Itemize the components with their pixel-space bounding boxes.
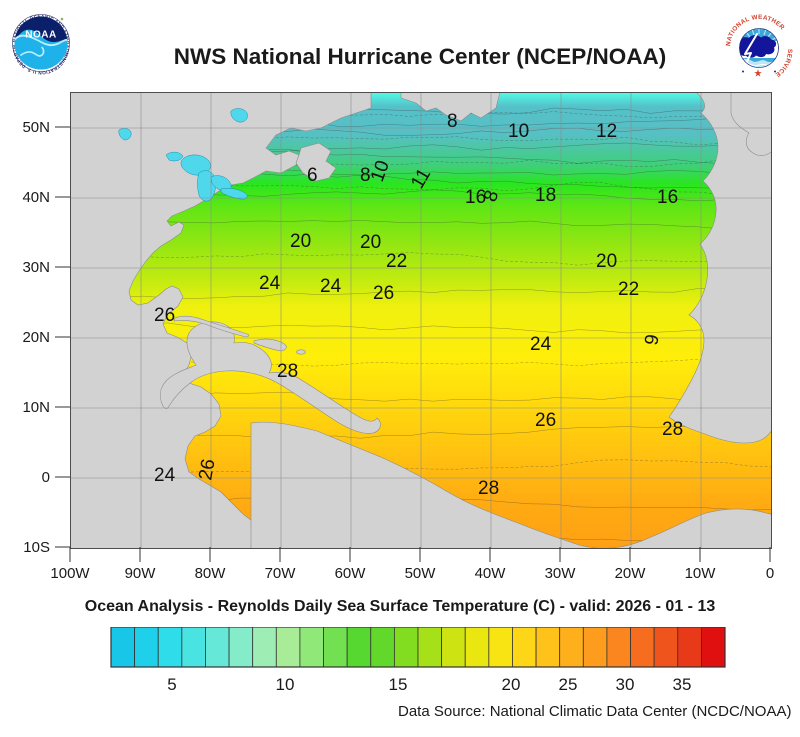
svg-text:60W: 60W [335, 565, 367, 582]
svg-text:10N: 10N [22, 399, 50, 416]
svg-text:20: 20 [502, 675, 521, 694]
svg-text:26: 26 [373, 283, 394, 304]
svg-text:24: 24 [530, 334, 552, 355]
svg-text:26: 26 [195, 457, 219, 481]
svg-text:26: 26 [535, 410, 556, 431]
svg-text:25: 25 [559, 675, 578, 694]
svg-text:50W: 50W [405, 565, 437, 582]
svg-text:40N: 40N [22, 189, 50, 206]
svg-text:10W: 10W [685, 565, 717, 582]
svg-text:20: 20 [290, 231, 311, 252]
svg-text:28: 28 [662, 419, 683, 440]
svg-text:28: 28 [478, 478, 499, 499]
svg-text:80W: 80W [195, 565, 227, 582]
svg-text:10: 10 [508, 121, 529, 142]
svg-text:16: 16 [657, 187, 678, 208]
svg-text:0: 0 [42, 469, 50, 486]
svg-text:40W: 40W [475, 565, 507, 582]
svg-text:20: 20 [596, 251, 617, 272]
svg-text:24: 24 [320, 276, 342, 297]
svg-text:26: 26 [154, 305, 175, 326]
svg-text:6: 6 [307, 165, 318, 186]
svg-text:100W: 100W [50, 565, 90, 582]
svg-text:30N: 30N [22, 259, 50, 276]
svg-text:15: 15 [389, 675, 408, 694]
svg-text:70W: 70W [265, 565, 297, 582]
svg-text:20: 20 [360, 232, 381, 253]
svg-text:10: 10 [276, 675, 295, 694]
svg-text:0: 0 [766, 565, 774, 582]
svg-text:30W: 30W [545, 565, 577, 582]
svg-text:24: 24 [154, 465, 176, 486]
svg-text:20W: 20W [615, 565, 647, 582]
svg-text:10S: 10S [23, 539, 50, 556]
svg-text:28: 28 [277, 361, 298, 382]
svg-text:20N: 20N [22, 329, 50, 346]
svg-text:22: 22 [386, 251, 407, 272]
svg-text:22: 22 [618, 279, 639, 300]
svg-text:5: 5 [167, 675, 176, 694]
svg-text:8: 8 [447, 111, 458, 132]
svg-text:90W: 90W [125, 565, 157, 582]
svg-text:18: 18 [535, 185, 556, 206]
svg-text:NOAA: NOAA [25, 30, 56, 41]
svg-text:30: 30 [616, 675, 635, 694]
svg-text:12: 12 [596, 121, 617, 142]
svg-text:35: 35 [673, 675, 692, 694]
svg-text:50N: 50N [22, 119, 50, 136]
svg-text:24: 24 [259, 273, 281, 294]
